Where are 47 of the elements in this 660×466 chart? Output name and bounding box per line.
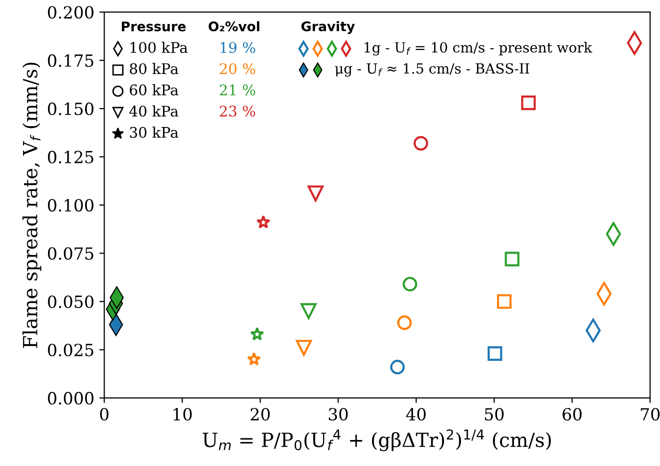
annotation: 60 kPa	[130, 84, 178, 96]
x-tick-label: 30	[328, 408, 348, 421]
point	[414, 136, 428, 151]
point	[397, 315, 412, 330]
point	[308, 185, 324, 202]
text: 21 %	[220, 84, 256, 96]
point	[256, 215, 270, 229]
y-tick-label: 0.125	[48, 150, 94, 164]
x-tick-label: 40	[406, 408, 426, 421]
annotation: Pressure	[122, 22, 186, 32]
text: U$_{m}$ = P/P$_{0}$(U$_{f}$$^{4}$ + (gβΔTr)$^{2}$)$^{1/4}$ (cm/s)	[202, 429, 551, 452]
point	[296, 340, 312, 356]
point	[247, 352, 261, 366]
point	[521, 95, 536, 110]
annotation: 100 kPa	[130, 42, 188, 54]
y-tick-label: 0.075	[48, 247, 94, 260]
x-tick-label: 50	[484, 408, 504, 421]
annotation: 30 kPa	[130, 126, 178, 138]
annotation: 40 kPa	[129, 105, 178, 117]
text: 23 %	[220, 106, 256, 117]
y-tick-label: 0.175	[48, 54, 94, 67]
text: 19 %	[220, 42, 256, 54]
annotation: O₂%vol	[208, 21, 260, 32]
point	[250, 327, 264, 340]
y-tick-label: 0.100	[48, 199, 94, 212]
text: 20 %	[220, 63, 256, 74]
y-tick-label: 0.050	[48, 295, 94, 308]
x-tick-label: 10	[174, 408, 192, 421]
x-tick-label: 0	[100, 408, 108, 421]
point	[496, 294, 512, 309]
y-tick-label: 0.150	[48, 102, 94, 116]
y-tick-label: 0.200	[48, 6, 94, 19]
y-tick-label: 0.025	[48, 344, 94, 356]
point	[504, 252, 520, 266]
point	[390, 360, 405, 374]
annotation: 80 kPa	[130, 62, 178, 74]
annotation: Gravity	[301, 21, 355, 34]
y-tick-label: 0.000	[48, 392, 94, 405]
point	[488, 346, 502, 361]
x-tick-label: 70	[640, 408, 660, 421]
annotation: 1g - U$_{f}$ = 10 cm/s - present work	[364, 42, 592, 56]
y-axis-title: Flame spread rate, V$_{f}$ (mm/s)	[22, 62, 42, 348]
point	[300, 303, 317, 320]
x-tick-label: 60	[562, 408, 582, 421]
point	[402, 276, 418, 292]
annotation: μg - U$_{f}$ ≈ 1.5 cm/s - BASS-II	[335, 63, 530, 77]
x-tick-label: 20	[250, 408, 270, 421]
